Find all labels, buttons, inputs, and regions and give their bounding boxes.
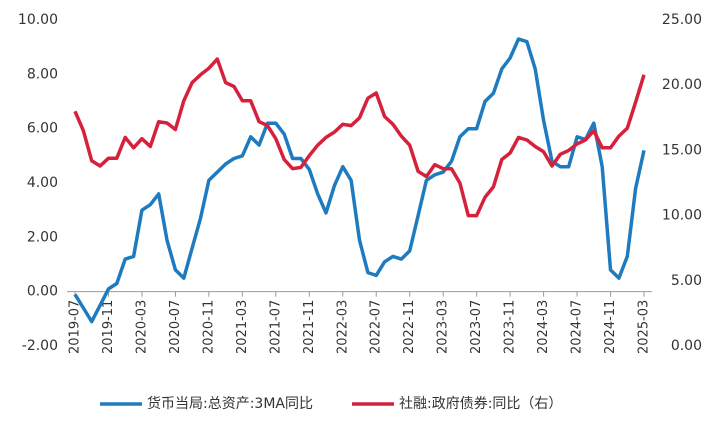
x-tick-label: 2023-11 xyxy=(503,300,518,354)
y2-tick-label: 10.00 xyxy=(662,208,702,224)
x-tick-label: 2021-03 xyxy=(235,300,250,354)
y2-tick-label: 15.00 xyxy=(662,142,702,158)
x-tick-label: 2022-11 xyxy=(402,300,417,354)
x-tick-label: 2023-03 xyxy=(436,300,451,354)
y2-tick-label: 5.00 xyxy=(671,273,702,289)
y-tick-label: -2.00 xyxy=(22,338,58,354)
y-tick-label: 4.00 xyxy=(27,175,58,191)
x-tick-label: 2021-07 xyxy=(268,300,283,354)
y2-tick-label: 25.00 xyxy=(662,12,702,28)
y2-tick-label: 0.00 xyxy=(671,338,702,354)
x-tick-label: 2019-07 xyxy=(68,300,83,354)
x-tick-label: 2022-07 xyxy=(369,300,384,354)
legend-label: 社融:政府债券:同比（右） xyxy=(399,396,562,412)
y2-tick-label: 20.00 xyxy=(662,77,702,93)
x-tick-label: 2020-03 xyxy=(134,300,149,354)
x-tick-label: 2019-11 xyxy=(101,300,116,354)
x-tick-label: 2025-03 xyxy=(637,300,652,354)
legend-label: 货币当局:总资产:3MA同比 xyxy=(147,395,313,412)
y-tick-label: 10.00 xyxy=(18,12,58,28)
x-tick-label: 2022-03 xyxy=(335,300,350,354)
x-tick-label: 2024-07 xyxy=(570,300,585,354)
x-tick-label: 2024-11 xyxy=(603,300,618,354)
x-tick-label: 2024-03 xyxy=(536,300,551,354)
x-tick-label: 2020-11 xyxy=(201,300,216,354)
data-line xyxy=(73,37,646,324)
x-tick-label: 2020-07 xyxy=(168,300,183,354)
y-tick-label: 0.00 xyxy=(27,284,58,300)
x-tick-label: 2021-11 xyxy=(302,300,317,354)
data-line xyxy=(73,57,646,218)
y-tick-label: 8.00 xyxy=(27,66,58,82)
x-tick-label: 2023-07 xyxy=(469,300,484,354)
y-tick-label: 6.00 xyxy=(27,121,58,137)
y-tick-label: 2.00 xyxy=(27,229,58,245)
